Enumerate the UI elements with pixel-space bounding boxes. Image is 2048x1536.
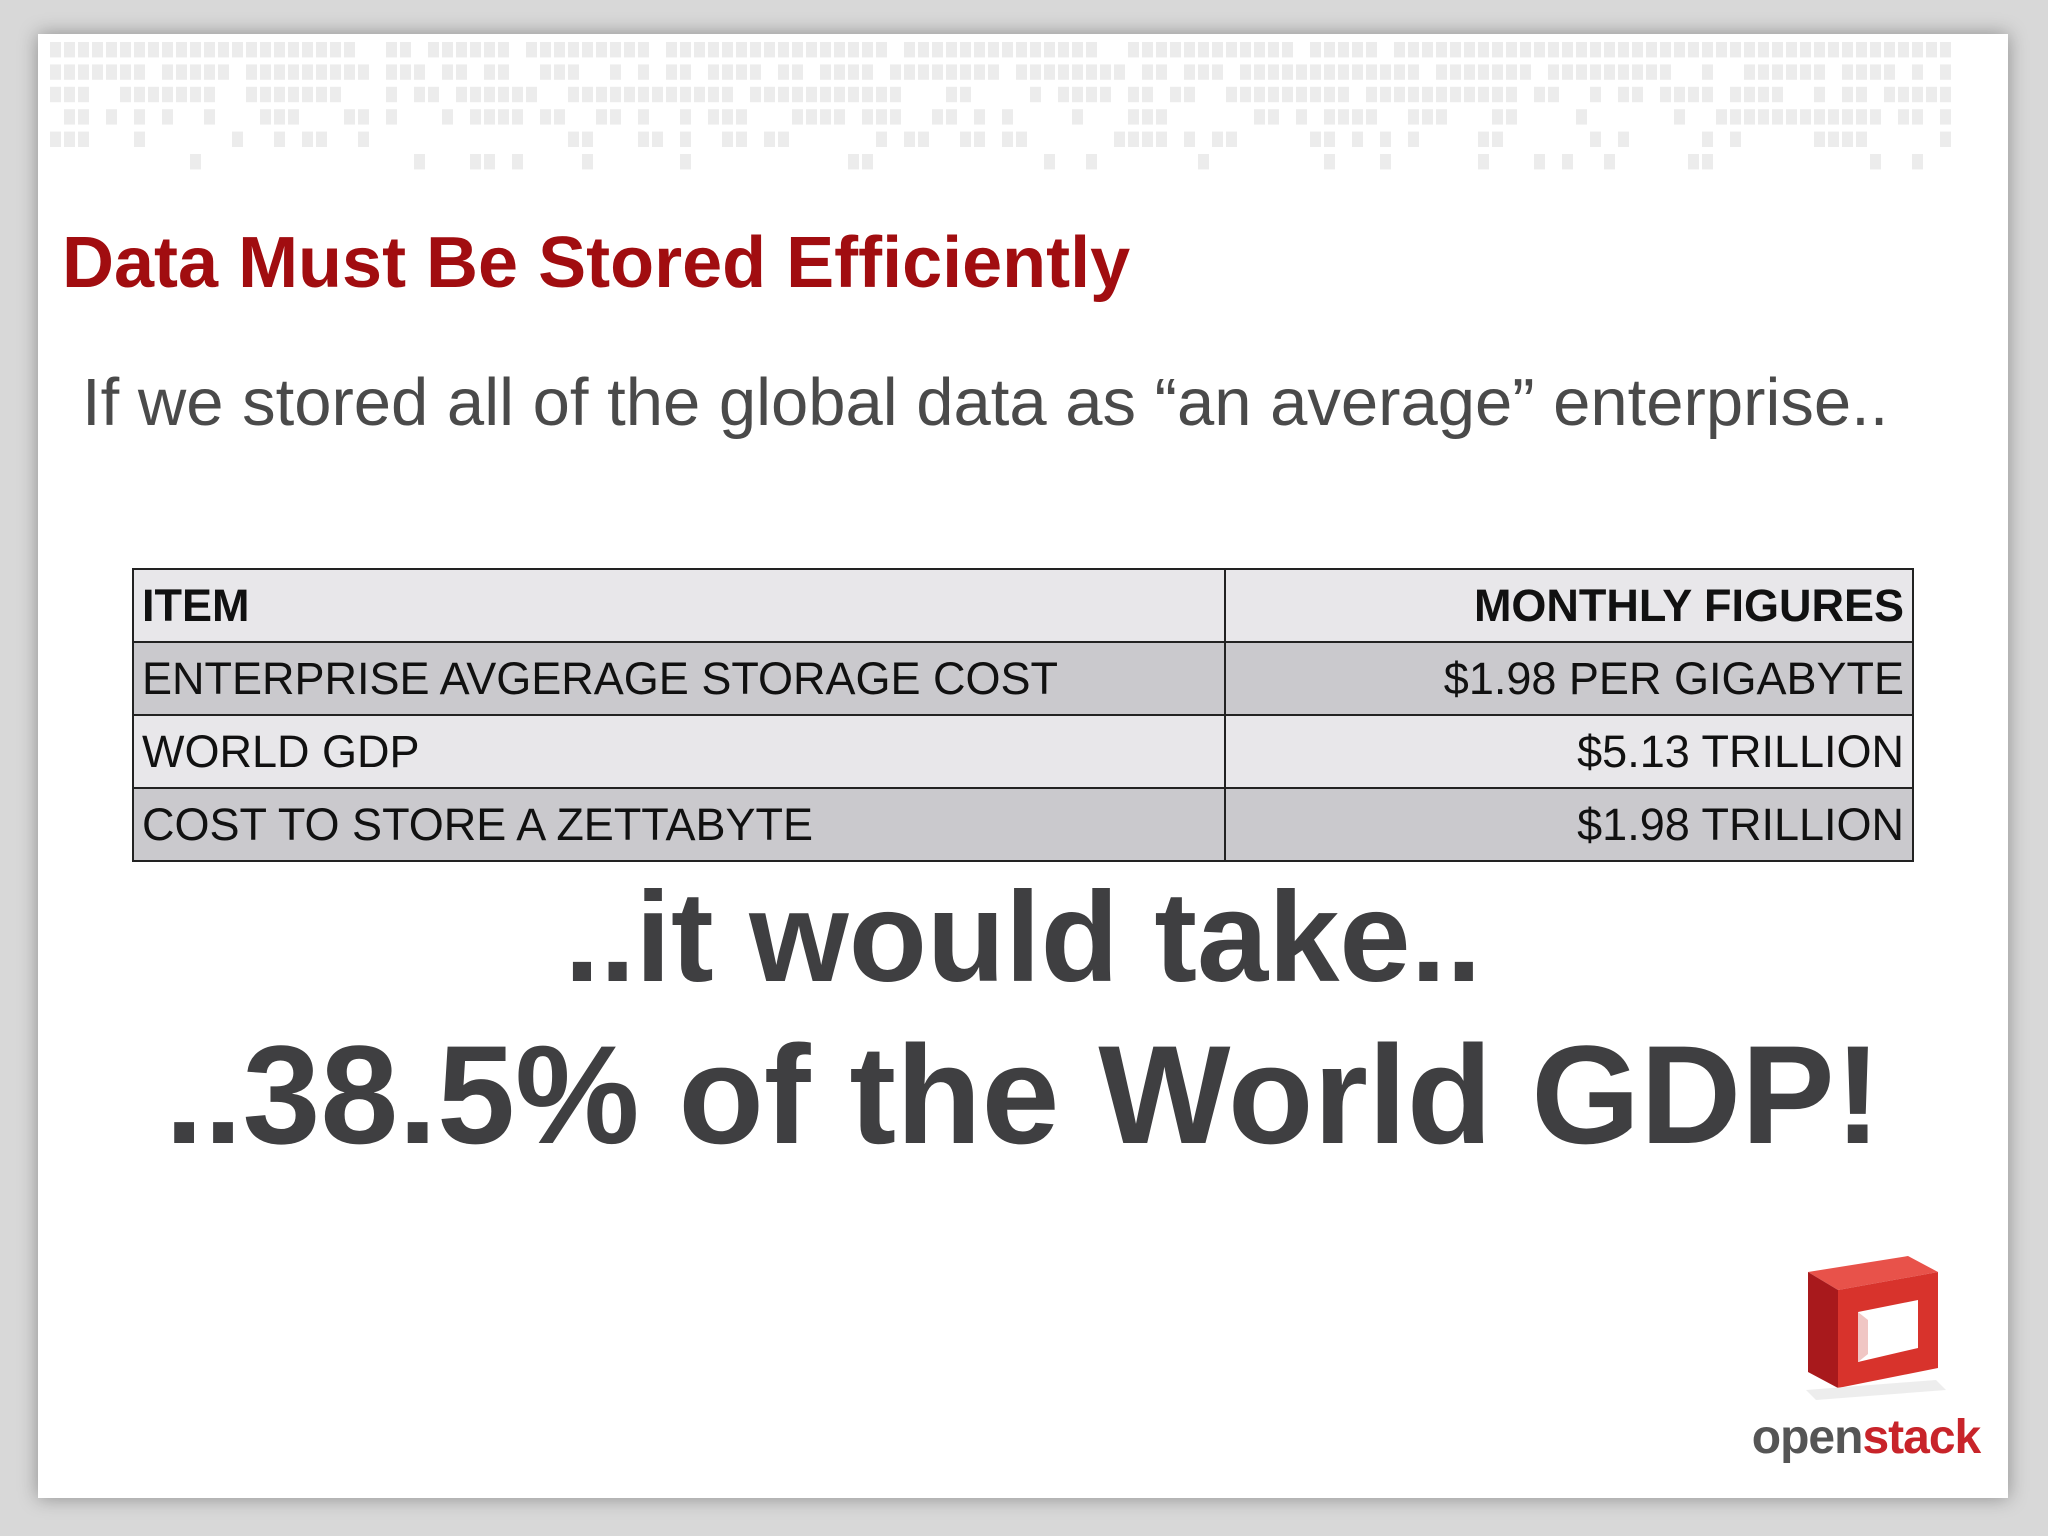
callout-line-2: ..38.5% of the World GDP!	[164, 1016, 1882, 1173]
openstack-logo-icon	[1806, 1256, 1946, 1400]
callout-line-1: ..it would take..	[564, 866, 1482, 1009]
table-cell-value: $1.98 PER GIGABYTE	[1224, 641, 1914, 716]
pixel-pattern-decoration	[50, 42, 1951, 170]
slide-title: Data Must Be Stored Efficiently	[62, 223, 1131, 303]
table-cell-item: COST TO STORE A ZETTABYTE	[132, 787, 1226, 862]
slide-subtitle: If we stored all of the global data as “…	[82, 365, 1889, 440]
table-cell-value: $1.98 TRILLION	[1224, 787, 1914, 862]
slide: Data Must Be Stored Efficiently If we st…	[38, 34, 2008, 1498]
openstack-wordmark: openstack	[1751, 1411, 1981, 1464]
table-row: COST TO STORE A ZETTABYTE $1.98 TRILLION	[132, 787, 1914, 862]
table-cell-item: ENTERPRISE AVGERAGE STORAGE COST	[132, 641, 1226, 716]
column-header-item: ITEM	[132, 568, 1226, 643]
openstack-logo: openstack	[1746, 1250, 1986, 1480]
table-row: WORLD GDP $5.13 TRILLION	[132, 714, 1914, 789]
table-row: ENTERPRISE AVGERAGE STORAGE COST $1.98 P…	[132, 641, 1914, 716]
table-header-row: ITEM MONTHLY FIGURES	[132, 568, 1914, 643]
table-cell-value: $5.13 TRILLION	[1224, 714, 1914, 789]
column-header-monthly-figures: MONTHLY FIGURES	[1224, 568, 1914, 643]
figures-table: ITEM MONTHLY FIGURES ENTERPRISE AVGERAGE…	[132, 568, 1914, 862]
table-cell-item: WORLD GDP	[132, 714, 1226, 789]
